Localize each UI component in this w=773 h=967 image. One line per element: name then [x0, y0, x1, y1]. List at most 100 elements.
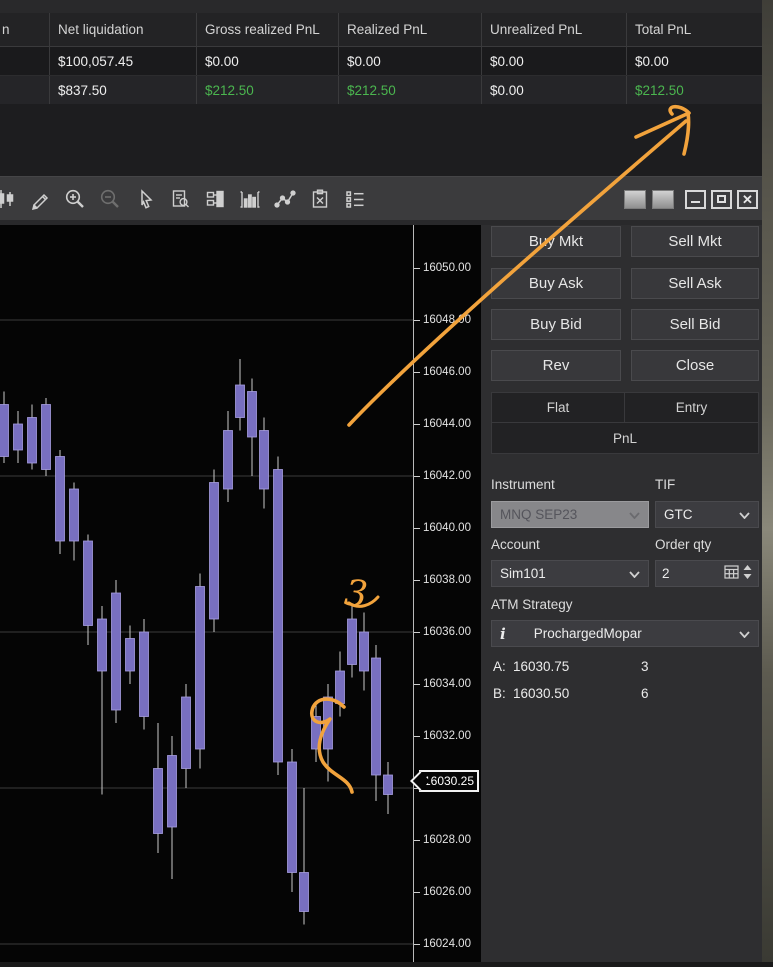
depth-b-price: 16030.50	[513, 686, 570, 701]
bar-statistics-icon[interactable]	[238, 187, 262, 211]
candle-body	[83, 540, 93, 626]
close-icon: ✕	[742, 191, 753, 207]
account-selector[interactable]: Sim101	[491, 560, 649, 587]
account-summary-table: n Net liquidation Gross realized PnL Rea…	[0, 13, 762, 104]
candlestick-chart-icon[interactable]	[0, 187, 17, 211]
tif-label: TIF	[655, 477, 676, 492]
buy-bid-button[interactable]: Buy Bid	[491, 309, 621, 340]
candle-body	[55, 456, 65, 542]
price-axis-label: 16032.00	[414, 728, 471, 744]
sell-mkt-button[interactable]: Sell Mkt	[631, 226, 759, 257]
pencil-draw-icon[interactable]	[28, 187, 52, 211]
column-header-gross-realized-pnl[interactable]: Gross realized PnL	[197, 13, 339, 46]
sell-bid-button[interactable]: Sell Bid	[631, 309, 759, 340]
unrealized-pnl-value: $0.00	[482, 76, 627, 104]
order-entry-panel: Buy Mkt Sell Mkt Buy Ask Sell Ask Buy Bi…	[481, 225, 762, 962]
calculator-icon[interactable]	[724, 565, 739, 582]
column-header-unrealized-pnl[interactable]: Unrealized PnL	[482, 13, 627, 46]
candle-body	[383, 774, 393, 795]
candle-body	[247, 391, 257, 438]
candle-body	[335, 670, 345, 704]
total-pnl-value: $212.50	[635, 82, 684, 98]
checklist-icon[interactable]	[343, 187, 367, 211]
candle-body	[0, 404, 9, 457]
price-axis-label: 16050.00	[414, 260, 471, 276]
candle-body	[371, 657, 381, 776]
chart-toolbar: ✕	[0, 176, 762, 221]
candle-body	[347, 618, 357, 665]
candlestick-chart-area[interactable]	[0, 225, 413, 962]
entry-tab[interactable]: Entry	[624, 392, 759, 423]
close-button[interactable]: ✕	[737, 189, 758, 209]
realized-pnl-value: $212.50	[339, 76, 482, 104]
price-axis-label: 16026.00	[414, 884, 471, 900]
price-axis-label: 16036.00	[414, 624, 471, 640]
pnl-tab[interactable]: PnL	[491, 422, 759, 454]
candle-body	[13, 423, 23, 451]
minimize-button[interactable]	[685, 189, 706, 209]
column-header-net-liquidation[interactable]: Net liquidation	[50, 13, 197, 46]
qty-spinner[interactable]	[743, 564, 752, 583]
buy-ask-button[interactable]: Buy Ask	[491, 268, 621, 299]
chevron-down-icon	[629, 507, 640, 522]
sell-ask-button[interactable]: Sell Ask	[631, 268, 759, 299]
data-inspector-icon[interactable]	[168, 187, 192, 211]
candle-body	[287, 761, 297, 873]
instrument-value: MNQ SEP23	[500, 507, 578, 522]
candle-body	[97, 618, 107, 672]
order-qty-label: Order qty	[655, 537, 712, 552]
depth-a-qty: 3	[641, 659, 649, 674]
buy-mkt-button[interactable]: Buy Mkt	[491, 226, 621, 257]
tif-value: GTC	[664, 507, 693, 522]
panel-toggle-button-1[interactable]	[624, 189, 646, 209]
flat-tab[interactable]: Flat	[491, 392, 625, 423]
gross-realized-pnl-value: $0.00	[197, 47, 339, 75]
candle-body	[223, 430, 233, 490]
candlestick-chart-canvas	[0, 319, 413, 945]
candle-body	[323, 696, 333, 750]
atm-strategy-selector[interactable]: i ProchargedMopar	[491, 620, 759, 647]
table-row[interactable]: $837.50 $212.50 $212.50 $0.00 $212.50	[0, 76, 762, 104]
info-icon[interactable]: i	[500, 624, 506, 643]
tif-selector[interactable]: GTC	[655, 501, 759, 528]
order-qty-input[interactable]: 2	[655, 560, 759, 587]
instrument-selector[interactable]: MNQ SEP23	[491, 501, 649, 528]
candle-body	[153, 768, 163, 834]
column-header-realized-pnl[interactable]: Realized PnL	[339, 13, 482, 46]
cursor-pointer-icon[interactable]	[133, 187, 157, 211]
table-header-row: n Net liquidation Gross realized PnL Rea…	[0, 13, 762, 47]
price-axis[interactable]: 16030.25 16050.00 16048.00 16046.00 16044.0…	[410, 225, 482, 962]
unrealized-pnl-value: $0.00	[482, 47, 627, 75]
column-header-total-pnl[interactable]: Total PnL	[635, 22, 692, 37]
depth-row-a: A: 16030.75 3	[493, 659, 649, 674]
depth-b-label: B:	[493, 686, 506, 701]
line-points-icon[interactable]	[273, 187, 297, 211]
panel-toggle-button-2[interactable]	[652, 189, 674, 209]
reverse-button[interactable]: Rev	[491, 350, 621, 381]
candle-body	[273, 469, 283, 763]
column-header-clipped: n	[0, 13, 50, 46]
gross-realized-pnl-value: $212.50	[197, 76, 339, 104]
zoom-out-icon[interactable]	[98, 187, 122, 211]
chevron-down-icon	[739, 507, 750, 522]
atm-strategy-value: ProchargedMopar	[533, 626, 642, 641]
candle-body	[69, 488, 79, 542]
panel-layout-icon[interactable]	[203, 187, 227, 211]
net-liquidation-value: $837.50	[50, 76, 197, 104]
price-axis-label: 16048.00	[414, 312, 471, 328]
empty-dark-band	[0, 104, 762, 176]
order-qty-value: 2	[662, 566, 670, 581]
price-axis-label: 16028.00	[414, 832, 471, 848]
depth-a-price: 16030.75	[513, 659, 570, 674]
clipboard-cancel-icon[interactable]	[308, 187, 332, 211]
table-row[interactable]: $100,057.45 $0.00 $0.00 $0.00 $0.00	[0, 47, 762, 76]
net-liquidation-value: $100,057.45	[50, 47, 197, 75]
zoom-in-icon[interactable]	[63, 187, 87, 211]
restore-button[interactable]	[711, 189, 732, 209]
close-position-button[interactable]: Close	[631, 350, 759, 381]
candle-body	[259, 430, 269, 490]
candle-body	[209, 482, 219, 620]
atm-strategy-label: ATM Strategy	[491, 597, 573, 612]
